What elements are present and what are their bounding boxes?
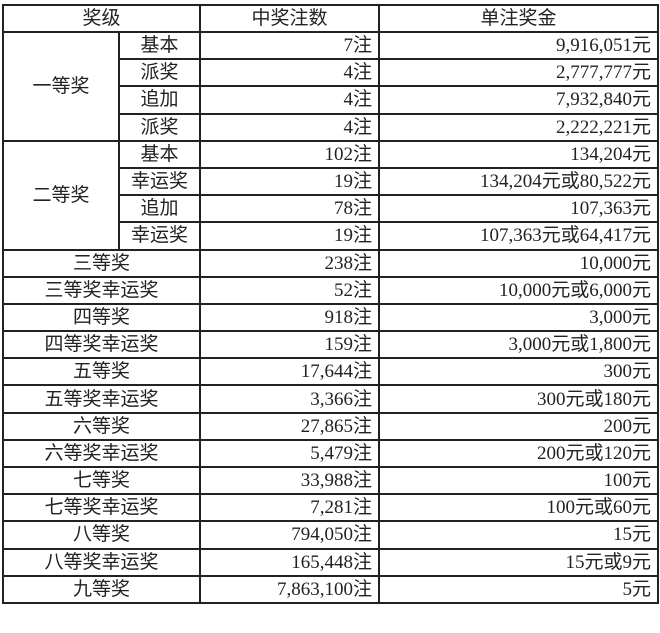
count-cell: 19注 — [199, 166, 380, 197]
table-row: 追加 78注 107,363元 — [3, 194, 659, 224]
table-row: 派奖 4注 2,222,221元 — [3, 112, 659, 142]
level-cell: 四等奖幸运奖 — [2, 330, 201, 360]
count-cell: 102注 — [199, 139, 380, 169]
table-row: 五等奖幸运奖 3,366注 300元或180元 — [2, 384, 659, 414]
prize-cell: 10,000元 — [378, 248, 659, 278]
prize-cell: 9,916,051元 — [378, 30, 659, 61]
level-cell: 三等奖 — [2, 248, 201, 278]
count-cell: 165,448注 — [199, 547, 380, 577]
count-cell: 33,988注 — [199, 465, 380, 496]
header-prize: 单注奖金 — [378, 4, 659, 33]
table-row: 四等奖幸运奖 159注 3,000元或1,800元 — [2, 330, 659, 360]
prize-cell: 7,932,840元 — [378, 85, 659, 115]
count-cell: 4注 — [199, 112, 380, 142]
sub-level-cell: 幸运奖 — [118, 221, 201, 251]
prize-cell: 2,222,221元 — [378, 112, 659, 142]
level-cell: 五等奖 — [2, 357, 201, 387]
header-count: 中奖注数 — [199, 4, 380, 33]
table-row: 七等奖 33,988注 100元 — [2, 465, 659, 496]
header-level: 奖级 — [2, 4, 201, 33]
prize-table: 奖级 中奖注数 单注奖金 一等奖 基本 7注 9,916,051元 派奖 4注 2,777,… — [2, 4, 659, 604]
count-cell: 4注 — [199, 58, 380, 88]
table-row: 九等奖 7,863,100注 5元 — [2, 574, 659, 604]
count-cell: 17,644注 — [199, 357, 380, 387]
level-cell: 九等奖 — [2, 574, 201, 604]
prize-cell: 15元 — [378, 520, 659, 550]
level-cell: 七等奖 — [2, 465, 201, 496]
group-level-cell: 二等奖 — [2, 139, 120, 251]
prize-cell: 107,363元 — [378, 194, 659, 224]
count-cell: 3,366注 — [199, 384, 380, 414]
table-row: 二等奖 基本 102注 134,204元 — [2, 139, 659, 251]
count-cell: 159注 — [199, 330, 380, 360]
count-cell: 7注 — [199, 30, 380, 61]
prize-cell: 10,000元或6,000元 — [378, 275, 659, 305]
table-row: 七等奖幸运奖 7,281注 100元或60元 — [2, 493, 659, 523]
prize-cell: 15元或9元 — [378, 547, 659, 577]
count-cell: 794,050注 — [199, 520, 380, 550]
table-row: 四等奖 918注 3,000元 — [2, 302, 659, 333]
prize-cell: 300元或180元 — [378, 384, 659, 414]
prize-cell: 2,777,777元 — [378, 58, 659, 88]
level-cell: 七等奖幸运奖 — [2, 493, 201, 523]
count-cell: 5,479注 — [199, 438, 380, 469]
table-row: 八等奖 794,050注 15元 — [2, 520, 659, 550]
table-row: 追加 4注 7,932,840元 — [3, 85, 659, 115]
count-cell: 19注 — [199, 221, 380, 251]
sub-level-cell: 派奖 — [118, 112, 201, 142]
level-cell: 四等奖 — [2, 302, 201, 333]
count-cell: 918注 — [199, 302, 380, 333]
table-row: 三等奖 238注 10,000元 — [2, 248, 659, 278]
header-row: 奖级 中奖注数 单注奖金 — [2, 4, 659, 33]
sub-level-cell: 追加 — [118, 85, 201, 115]
sub-level-cell: 派奖 — [118, 58, 201, 88]
table-row: 幸运奖 19注 134,204元或80,522元 — [3, 166, 659, 197]
prize-cell: 100元 — [378, 465, 659, 496]
count-cell: 4注 — [199, 85, 380, 115]
table-row: 一等奖 基本 7注 9,916,051元 — [2, 30, 659, 142]
group-level-cell: 一等奖 — [2, 31, 120, 142]
sub-level-cell: 幸运奖 — [118, 166, 201, 197]
table-row: 幸运奖 19注 107,363元或64,417元 — [3, 221, 659, 251]
sub-level-cell: 基本 — [118, 139, 201, 169]
level-cell: 三等奖幸运奖 — [2, 275, 201, 305]
sub-level-cell: 追加 — [118, 194, 201, 224]
prize-cell: 200元或120元 — [378, 438, 659, 469]
table-row: 八等奖幸运奖 165,448注 15元或9元 — [2, 547, 659, 577]
count-cell: 7,863,100注 — [199, 574, 380, 604]
table-row: 六等奖 27,865注 200元 — [2, 411, 659, 441]
count-cell: 52注 — [199, 275, 380, 305]
sub-level-cell: 基本 — [118, 30, 201, 61]
table-row: 六等奖幸运奖 5,479注 200元或120元 — [2, 438, 659, 469]
prize-cell: 134,204元 — [378, 139, 659, 169]
count-cell: 238注 — [199, 248, 380, 278]
table-row: 三等奖幸运奖 52注 10,000元或6,000元 — [2, 275, 659, 305]
level-cell: 五等奖幸运奖 — [2, 384, 201, 414]
count-cell: 27,865注 — [199, 411, 380, 441]
prize-cell: 5元 — [378, 574, 659, 604]
count-cell: 78注 — [199, 194, 380, 224]
prize-cell: 3,000元 — [378, 302, 659, 333]
level-cell: 六等奖 — [2, 411, 201, 441]
prize-cell: 134,204元或80,522元 — [378, 166, 659, 197]
prize-cell: 107,363元或64,417元 — [378, 221, 659, 251]
prize-cell: 3,000元或1,800元 — [378, 330, 659, 360]
level-cell: 八等奖 — [2, 520, 201, 550]
count-cell: 7,281注 — [199, 493, 380, 523]
prize-cell: 300元 — [378, 357, 659, 387]
table-row: 派奖 4注 2,777,777元 — [3, 58, 659, 88]
table-row: 五等奖 17,644注 300元 — [2, 357, 659, 387]
prize-cell: 100元或60元 — [378, 493, 659, 523]
prize-cell: 200元 — [378, 411, 659, 441]
level-cell: 六等奖幸运奖 — [2, 438, 201, 469]
level-cell: 八等奖幸运奖 — [2, 547, 201, 577]
